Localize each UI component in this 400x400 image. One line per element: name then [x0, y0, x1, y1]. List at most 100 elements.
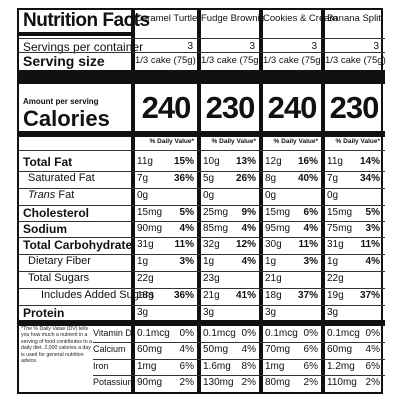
amount-per-serving-label: Amount per serving [23, 97, 99, 106]
vitamin-amount: 60mg [137, 344, 163, 355]
nutrient-label-rest: Fat [55, 189, 75, 201]
daily-value-percent: 16% [297, 156, 318, 167]
nutrient-amount: 25mg [203, 207, 229, 218]
vitamin-amount: 0.1mcg [265, 328, 298, 339]
divider-line [19, 237, 385, 238]
bar-under-protein [19, 320, 385, 326]
calories-value: 240 [267, 90, 318, 125]
daily-value-percent: 5% [179, 207, 194, 218]
calories-value: 230 [205, 90, 256, 125]
nutrient-amount: 7g [327, 173, 339, 184]
nutrient-label-italic-part: Trans [28, 189, 56, 201]
nutrient-amount: 1g [265, 256, 277, 267]
nutrient-amount: 75mg [327, 223, 353, 234]
nutrient-amount: 21g [265, 273, 282, 284]
nutrient-amount: 85mg [203, 223, 229, 234]
nutrient-label: Cholesterol [23, 206, 90, 220]
vitamin-amount: 70mg [265, 344, 291, 355]
serving-size-value: 1/3 cake (75g) [325, 55, 386, 66]
daily-value-percent: 4% [241, 256, 256, 267]
daily-value-percent: 11% [298, 239, 318, 250]
daily-value-percent: 4% [365, 256, 380, 267]
nutrient-amount: 5g [203, 173, 215, 184]
vitamin-daily-value: 8% [241, 361, 256, 372]
nutrient-amount: 21g [203, 290, 220, 301]
nutrition-facts-panel: Nutrition Facts Servings per container S… [17, 8, 386, 394]
nutrient-amount: 95mg [265, 223, 291, 234]
panel-title: Nutrition Facts [23, 10, 150, 31]
daily-value-percent: 26% [235, 173, 256, 184]
daily-value-percent: 37% [297, 290, 318, 301]
vitamin-amount: 110mg [327, 377, 357, 388]
daily-value-percent: 34% [359, 173, 380, 184]
vitamin-amount: 60mg [327, 344, 353, 355]
divider-line [19, 38, 385, 39]
vitamin-daily-value: 4% [241, 344, 256, 355]
vitamin-daily-value: 6% [365, 361, 380, 372]
servings-value: 3 [249, 41, 255, 52]
daily-value-header: % Daily Value* [335, 138, 380, 145]
vitamin-amount: 0.1mcg [327, 328, 360, 339]
vitamin-amount: 50mg [203, 344, 229, 355]
vitamin-daily-value: 0% [179, 328, 194, 339]
nutrient-amount: 3g [137, 307, 149, 318]
daily-value-percent: 11% [360, 239, 380, 250]
nutrient-label: Sodium [23, 222, 67, 236]
nutrient-amount: 0g [327, 190, 339, 201]
nutrient-amount: 15mg [327, 207, 353, 218]
nutrient-amount: 3g [203, 307, 215, 318]
nutrient-label: Total Fat [23, 155, 73, 169]
divider-line [19, 52, 385, 53]
nutrient-amount: 15mg [137, 207, 163, 218]
nutrient-amount: 3g [327, 307, 339, 318]
serving-size-value: 1/3 cake (75g) [201, 55, 262, 66]
vitamin-amount: 90mg [137, 377, 163, 388]
daily-value-percent: 37% [359, 290, 380, 301]
vitamin-daily-value: 4% [179, 344, 194, 355]
daily-value-percent: 4% [303, 223, 318, 234]
nutrient-amount: 18g [265, 290, 282, 301]
servings-per-container-label: Servings per container [23, 40, 144, 54]
vitamin-daily-value: 2% [365, 377, 380, 388]
daily-value-percent: 3% [303, 256, 318, 267]
nutrient-amount: 32g [203, 239, 220, 250]
daily-value-percent: 14% [359, 156, 380, 167]
nutrient-label: Total Sugars [28, 272, 90, 284]
nutrient-amount: 10g [203, 156, 220, 167]
daily-value-percent: 9% [241, 207, 256, 218]
nutrient-amount: 1g [137, 256, 149, 267]
nutrient-label: Protein [23, 306, 65, 320]
divider-line [19, 271, 385, 272]
vitamin-daily-value: 6% [179, 361, 194, 372]
vitamin-daily-value: 2% [241, 377, 256, 388]
nutrient-amount: 12g [265, 156, 282, 167]
product-name: Fudge Brownie [201, 13, 265, 24]
serving-size-label: Serving size [23, 53, 105, 69]
vitamin-label: Iron [93, 361, 109, 371]
servings-value: 3 [373, 41, 379, 52]
vitamin-amount: 80mg [265, 377, 291, 388]
nutrient-amount: 7g [137, 173, 149, 184]
nutrient-label: Trans Fat [28, 189, 74, 201]
vitamin-label: Calcium [93, 344, 126, 354]
nutrient-amount: 11g [137, 156, 153, 167]
servings-value: 3 [187, 41, 193, 52]
nutrient-label: Dietary Fiber [28, 255, 91, 267]
nutrient-amount: 23g [203, 273, 220, 284]
vitamin-label: Vitamin D [93, 328, 132, 338]
vitamin-daily-value: 2% [179, 377, 194, 388]
nutrient-label: Total Carbohydrate [23, 238, 133, 252]
nutrient-amount: 22g [327, 273, 344, 284]
vitamin-amount: 0.1mcg [137, 328, 170, 339]
calories-value: 230 [329, 90, 380, 125]
calories-label: Calories [23, 106, 110, 131]
divider-line [93, 359, 385, 360]
divider-line [19, 205, 385, 206]
product-name: Caramel Turtle [135, 13, 198, 24]
divider-line [19, 171, 385, 172]
column-separator [321, 10, 325, 394]
divider-line [93, 375, 385, 376]
nutrient-amount: 8g [265, 173, 277, 184]
nutrient-amount: 30g [265, 239, 282, 250]
nutrient-amount: 1g [327, 256, 339, 267]
